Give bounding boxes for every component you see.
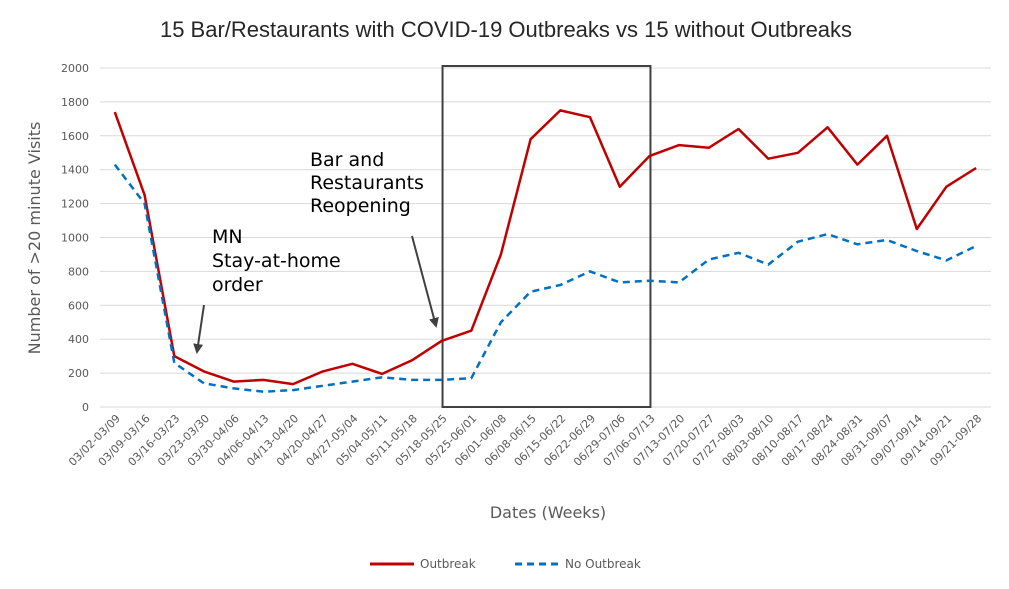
y-tick-label: 1800 <box>61 96 89 109</box>
y-tick-label: 1400 <box>61 164 89 177</box>
annotation-text: Reopening <box>310 195 411 217</box>
chart-title: 15 Bar/Restaurants with COVID-19 Outbrea… <box>160 17 852 42</box>
y-axis-ticks: 0 200 400 600 800 1000 1200 1400 1600 1800 2000 <box>61 62 89 414</box>
y-tick-label: 2000 <box>61 62 89 75</box>
y-tick-label: 400 <box>68 333 89 346</box>
highlight-box-layer <box>441 65 652 408</box>
y-axis-title: Number of >20 minute Visits <box>25 122 44 355</box>
y-tick-label: 0 <box>82 401 89 414</box>
annotation-arrow <box>193 304 205 354</box>
series-line-outbreak <box>113 109 977 386</box>
annotation-text: MN <box>212 226 243 248</box>
y-tick-label: 1000 <box>61 232 89 245</box>
annotation-arrow <box>411 235 439 328</box>
annotation-text: Stay-at-home <box>212 250 341 272</box>
x-axis-ticks: 03/02-03/0903/09-03/1603/16-03/2303/23-0… <box>66 412 984 469</box>
legend-label: Outbreak <box>420 557 476 571</box>
y-tick-label: 1600 <box>61 130 89 143</box>
gridlines <box>100 67 991 408</box>
annotation-text: Bar and <box>310 149 384 171</box>
y-tick-label: 1200 <box>61 198 89 211</box>
y-tick-label: 200 <box>68 367 89 380</box>
annotation-text: Restaurants <box>310 172 424 194</box>
x-axis-title: Dates (Weeks) <box>490 503 606 522</box>
series-line-no-outbreak <box>113 163 977 393</box>
highlight-box <box>441 65 652 408</box>
y-tick-label: 800 <box>68 265 89 278</box>
annotation-text: order <box>212 274 263 296</box>
legend-label: No Outbreak <box>565 557 641 571</box>
legend: Outbreak No Outbreak <box>370 557 641 571</box>
y-tick-label: 600 <box>68 299 89 312</box>
series-layer <box>113 109 977 393</box>
